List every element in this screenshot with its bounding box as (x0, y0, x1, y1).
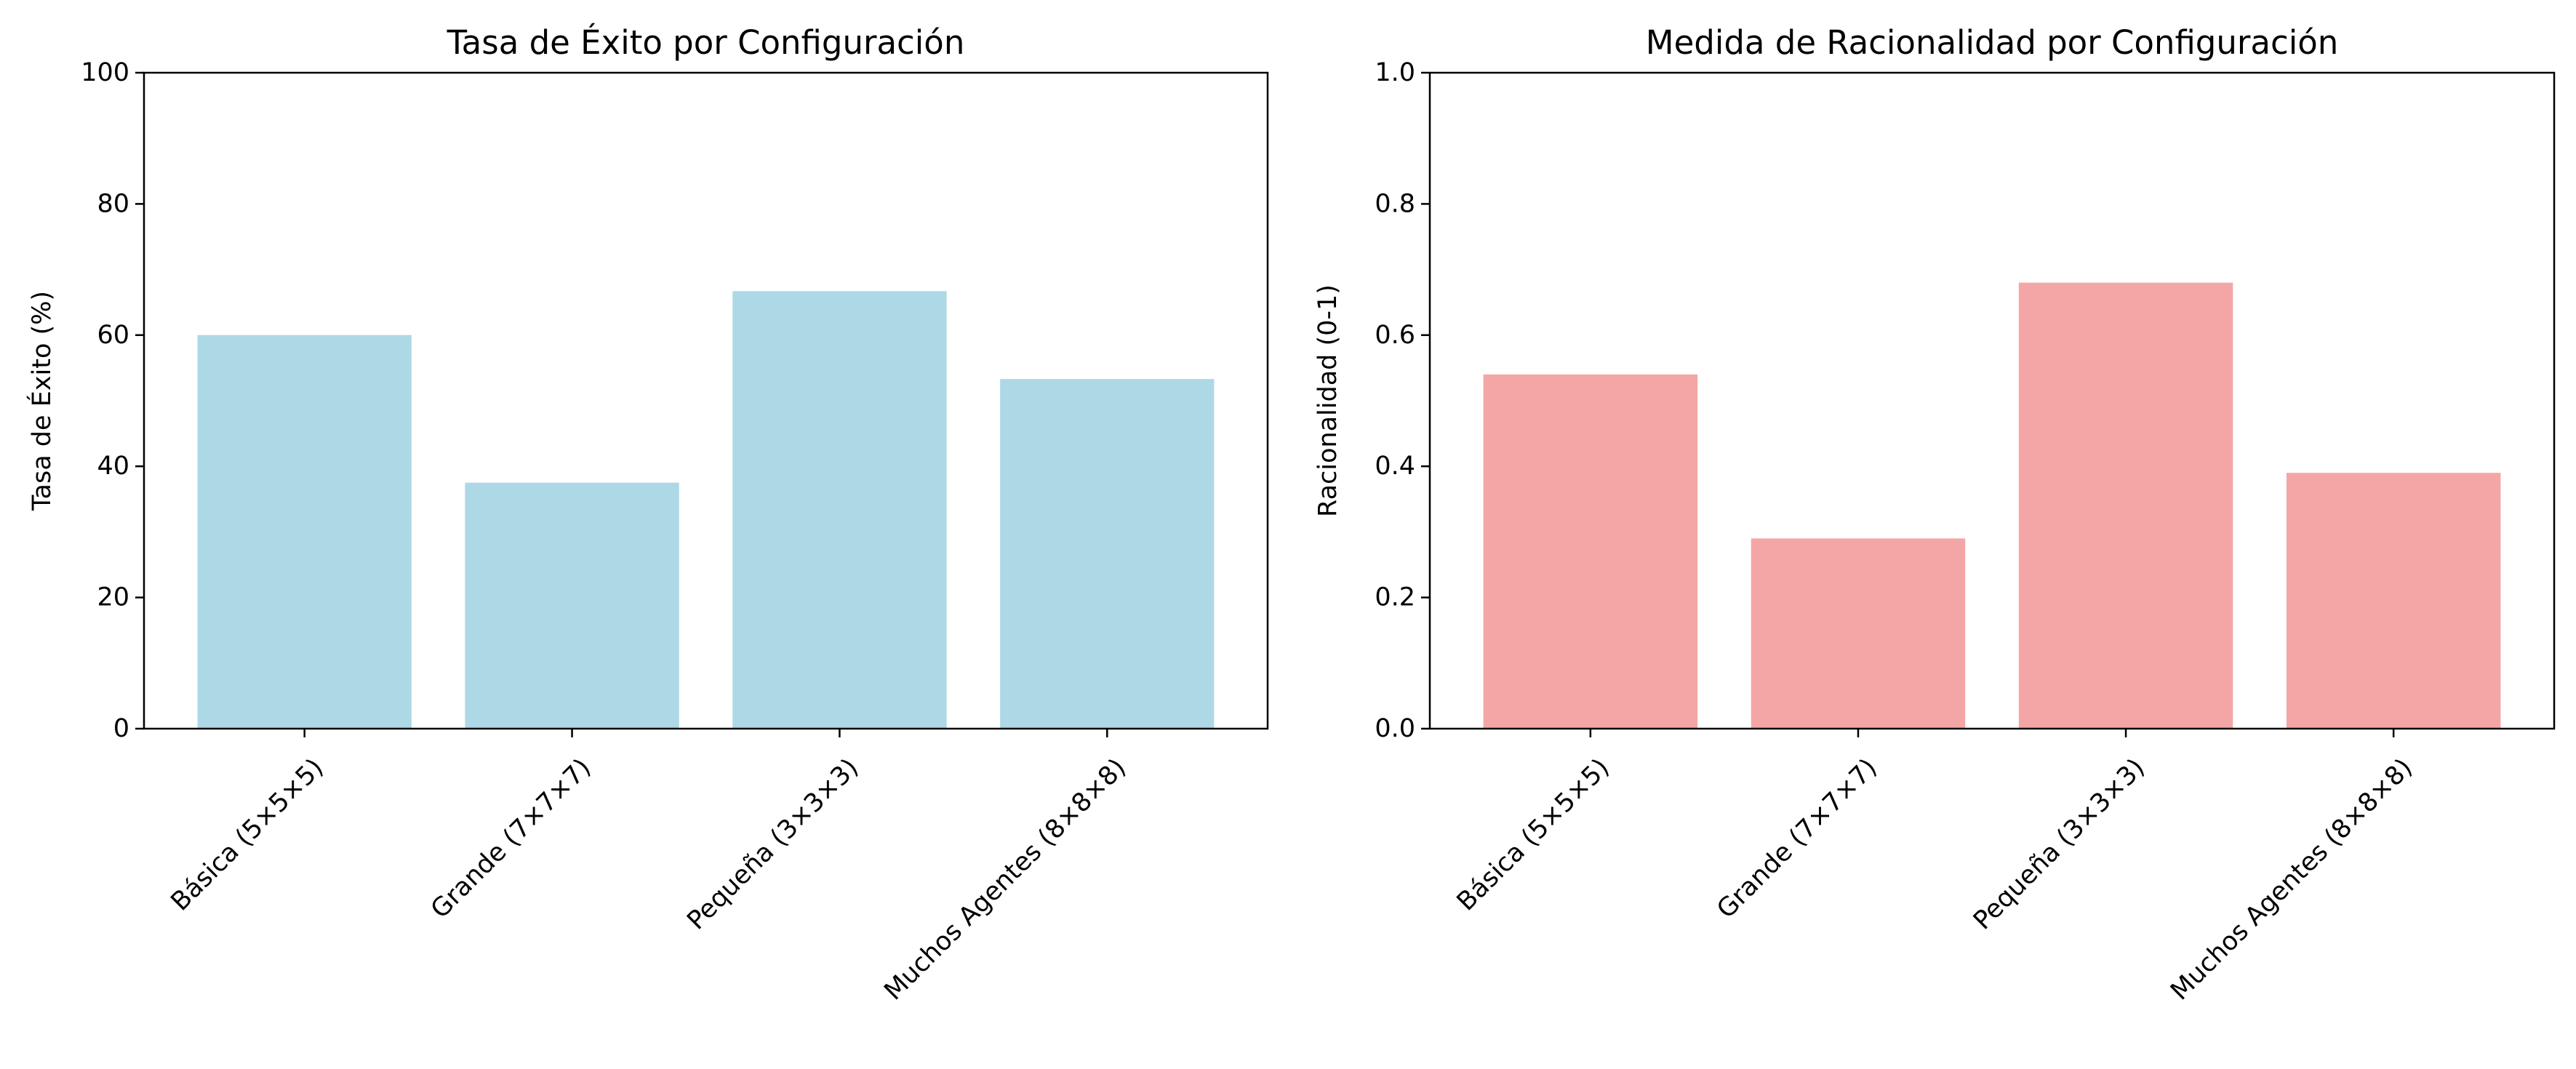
success-ytick-label: 20 (97, 583, 129, 612)
success-ytick-label: 100 (81, 58, 129, 87)
rationality-chart-title: Medida de Racionalidad por Configuración (1646, 23, 2339, 62)
chart-success-rate: 0 20 40 60 80 100 Básica (5×5×5) Grande (7×7×7)… (26, 23, 1269, 1006)
rationality-ytick-label: 0.2 (1375, 583, 1415, 612)
rationality-ytick-label: 0.6 (1375, 321, 1415, 350)
chart-rationality: 0.0 0.2 0.4 0.6 0.8 1.0 Básica (5×5×5) Grande (… (1313, 23, 2556, 1006)
success-bar-basica (197, 335, 412, 729)
rationality-bar-pequena (2018, 282, 2233, 729)
success-ytick-label: 40 (97, 452, 129, 481)
rationality-ytick-label: 1.0 (1375, 58, 1415, 87)
success-ytick-label: 80 (97, 189, 129, 218)
rationality-xtick-label-grande: Grande (7×7×7) (1712, 753, 1883, 924)
rationality-xtick-label-muchos-agentes: Muchos Agentes (8×8×8) (2165, 753, 2418, 1006)
success-xtick-label-pequena: Pequeña (3×3×3) (681, 753, 864, 936)
success-y-axis-label: Tasa de Éxito (%) (26, 291, 57, 511)
rationality-xtick-label-pequena: Pequeña (3×3×3) (1968, 753, 2151, 936)
success-xtick-label-muchos-agentes: Muchos Agentes (8×8×8) (879, 753, 1132, 1006)
success-ytick-label: 0 (113, 714, 129, 743)
rationality-y-axis-label: Racionalidad (0-1) (1313, 284, 1343, 517)
rationality-ytick-label: 0.8 (1375, 189, 1415, 218)
success-bar-pequena (732, 291, 947, 729)
success-bar-grande (465, 482, 679, 729)
rationality-xtick-label-basica: Básica (5×5×5) (1452, 753, 1615, 917)
rationality-ytick-label: 0.0 (1375, 714, 1415, 743)
rationality-ytick-label: 0.4 (1375, 452, 1415, 481)
success-xtick-label-basica: Básica (5×5×5) (166, 753, 329, 917)
success-bar-muchos-agentes (1000, 379, 1215, 729)
rationality-bar-muchos-agentes (2286, 473, 2501, 729)
rationality-bar-grande (1751, 538, 1966, 729)
rationality-bar-basica (1483, 374, 1698, 729)
success-ytick-label: 60 (97, 321, 129, 350)
success-axes-frame (143, 71, 1269, 730)
rationality-axes-frame (1428, 71, 2556, 730)
success-xtick-label-grande: Grande (7×7×7) (425, 753, 596, 924)
success-chart-title: Tasa de Éxito por Configuración (447, 23, 965, 62)
